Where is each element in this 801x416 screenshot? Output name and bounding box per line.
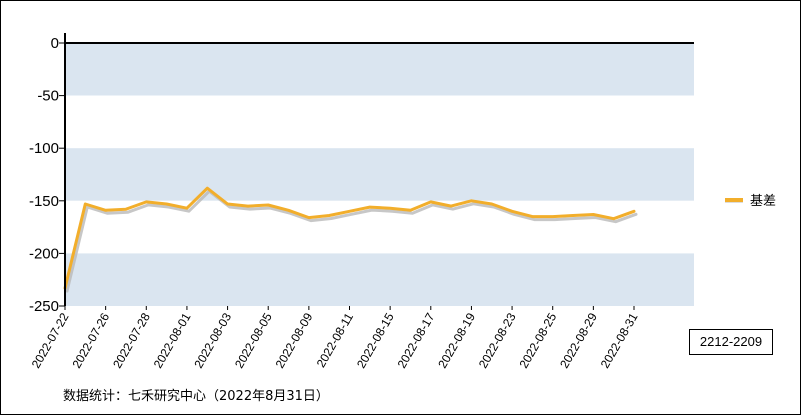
contract-label: 2212-2209 xyxy=(689,329,773,355)
legend-label: 基差 xyxy=(750,194,776,209)
x-tick-label: 2022-08-25 xyxy=(516,310,559,370)
source-note: 数据统计：七禾研究中心（2022年8月31日） xyxy=(63,389,329,404)
plot-band xyxy=(65,253,694,306)
x-tick-label: 2022-08-09 xyxy=(273,310,316,370)
x-tick-label: 2022-08-19 xyxy=(435,310,478,370)
y-tick-label: -100 xyxy=(29,140,59,157)
x-tick-label: 2022-08-15 xyxy=(354,310,397,370)
x-tick-label: 2022-08-31 xyxy=(598,310,641,370)
x-tick-label: 2022-07-28 xyxy=(110,310,153,370)
x-tick-label: 2022-08-03 xyxy=(191,310,234,370)
y-axis-ticks: 0 -50 -100 -150 -200 -250 xyxy=(29,35,65,315)
y-tick-label: -200 xyxy=(29,245,59,262)
x-tick-label: 2022-08-01 xyxy=(151,310,194,370)
x-tick-label: 2022-07-26 xyxy=(69,310,112,370)
x-tick-label: 2022-08-11 xyxy=(314,310,357,370)
plot-band xyxy=(65,95,694,149)
axes xyxy=(64,33,694,306)
x-axis-ticks: 2022-07-222022-07-262022-07-282022-08-01… xyxy=(29,306,641,371)
y-tick-label: -250 xyxy=(29,298,59,315)
x-tick-label: 2022-07-22 xyxy=(29,310,72,370)
series-line xyxy=(63,186,636,290)
plot-band xyxy=(65,43,694,96)
series-lines xyxy=(63,186,638,293)
y-tick-label: -150 xyxy=(29,193,59,210)
x-tick-label: 2022-08-23 xyxy=(476,310,519,370)
plot-bands xyxy=(65,43,694,306)
series-shadow xyxy=(65,189,638,293)
x-tick-label: 2022-08-17 xyxy=(395,310,438,370)
legend: 基差 xyxy=(725,194,776,209)
plot-band xyxy=(65,148,694,201)
y-tick-label: -50 xyxy=(37,88,59,105)
x-tick-label: 2022-08-05 xyxy=(232,310,275,370)
x-tick-label: 2022-08-29 xyxy=(557,310,600,370)
y-tick-label: 0 xyxy=(51,35,59,52)
